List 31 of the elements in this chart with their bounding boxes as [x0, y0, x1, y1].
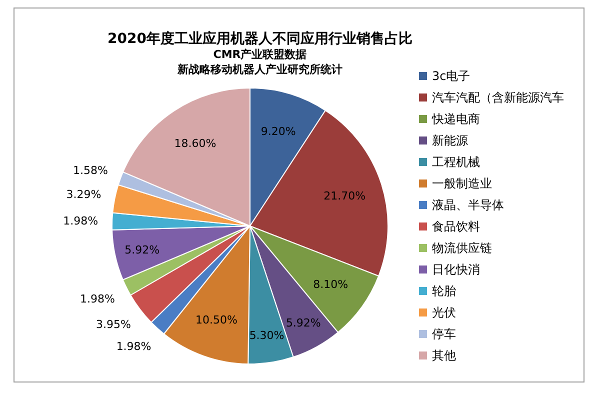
legend-label: 新能源 [432, 134, 468, 148]
data-label: 21.70% [324, 190, 366, 203]
legend-label: 3c电子 [432, 69, 470, 83]
data-label: 1.58% [73, 164, 108, 178]
legend-label: 工程机械 [432, 155, 480, 169]
data-label: 1.98% [80, 292, 116, 306]
data-label: 10.50% [196, 314, 238, 327]
legend-label: 快递电商 [431, 112, 480, 126]
data-label: 1.98% [63, 214, 98, 228]
chart-subtitle: CMR产业联盟数据 [213, 48, 307, 61]
data-label: 9.20% [260, 124, 296, 138]
data-label: 5.92% [124, 243, 160, 256]
data-label: 18.60% [174, 137, 216, 150]
legend-label: 液晶、半导体 [432, 198, 504, 212]
legend-label: 一般制造业 [432, 176, 492, 190]
chart-title: 2020年度工业应用机器人不同应用行业销售占比 [108, 30, 412, 47]
legend-label: 物流供应链 [432, 241, 492, 255]
legend-label: 停车 [432, 327, 456, 341]
legend-label: 汽车汽配（含新能源汽车 [432, 90, 564, 104]
legend-label: 日化快消 [432, 262, 480, 276]
data-label: 8.10% [313, 278, 348, 292]
data-label: 3.95% [96, 318, 131, 331]
legend-label: 其他 [432, 348, 456, 362]
data-label: 1.98% [116, 340, 152, 354]
data-label: 5.30% [249, 329, 284, 342]
data-label: 5.92% [286, 316, 321, 330]
legend-label: 食品饮料 [432, 220, 480, 234]
data-label: 3.29% [66, 188, 102, 201]
legend-label: 光伏 [432, 306, 456, 320]
text: 新战略移动机器人产业研究所统计 [176, 63, 342, 76]
legend-label: 轮胎 [432, 284, 456, 298]
